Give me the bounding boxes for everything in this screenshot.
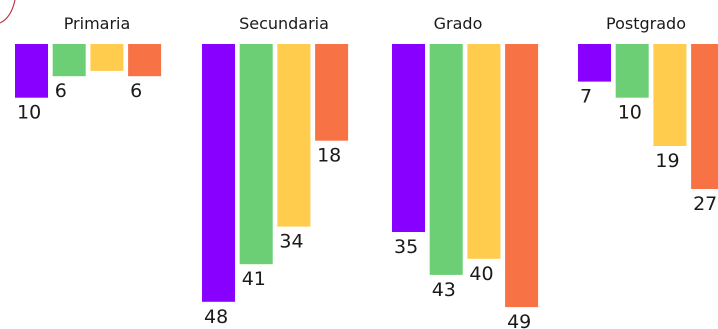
value-label-grado-3: 40 bbox=[469, 263, 493, 285]
value-label-primaria-4: 6 bbox=[130, 80, 142, 102]
value-label-primaria-1: 10 bbox=[17, 102, 41, 124]
group-title-grado: Grado bbox=[434, 14, 483, 33]
bar-primaria-2 bbox=[52, 44, 86, 77]
value-label-primaria-2: 6 bbox=[55, 80, 67, 102]
bar-grado-3 bbox=[467, 44, 501, 259]
bar-primaria-1 bbox=[15, 44, 48, 98]
group-title-secundaria: Secundaria bbox=[239, 14, 329, 33]
bar-postgrado-3 bbox=[653, 44, 687, 146]
value-label-secundaria-2: 41 bbox=[242, 268, 266, 290]
value-label-grado-1: 35 bbox=[394, 236, 418, 258]
bar-secundaria-1 bbox=[202, 44, 235, 302]
decorative-arc bbox=[0, 0, 16, 24]
value-label-postgrado-3: 19 bbox=[655, 150, 679, 172]
bar-primaria-3 bbox=[90, 44, 124, 71]
bar-postgrado-2 bbox=[615, 44, 649, 98]
bar-secundaria-4 bbox=[315, 44, 349, 141]
bar-primaria-4 bbox=[128, 44, 162, 77]
group-title-primaria: Primaria bbox=[64, 14, 131, 33]
value-label-grado-4: 49 bbox=[507, 311, 531, 329]
bar-grado-4 bbox=[505, 44, 539, 308]
bar-grado-2 bbox=[429, 44, 463, 275]
bar-secundaria-3 bbox=[277, 44, 311, 227]
value-label-secundaria-4: 18 bbox=[317, 145, 341, 167]
value-label-postgrado-4: 27 bbox=[693, 193, 717, 215]
group-title-postgrado: Postgrado bbox=[606, 14, 686, 33]
value-label-secundaria-1: 48 bbox=[204, 306, 228, 328]
value-label-postgrado-2: 10 bbox=[618, 102, 642, 124]
value-label-grado-2: 43 bbox=[432, 279, 456, 301]
value-label-secundaria-3: 34 bbox=[279, 231, 303, 253]
value-label-postgrado-1: 7 bbox=[580, 86, 592, 108]
bar-postgrado-4 bbox=[691, 44, 718, 189]
bar-postgrado-1 bbox=[578, 44, 611, 82]
bar-secundaria-2 bbox=[239, 44, 273, 265]
bar-grado-1 bbox=[392, 44, 425, 232]
